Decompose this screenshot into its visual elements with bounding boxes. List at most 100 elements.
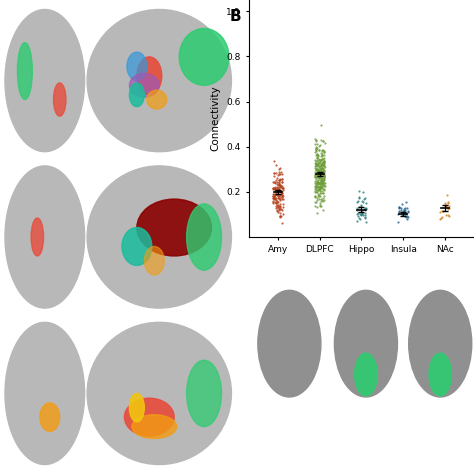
- Point: [312, 179, 320, 186]
- Point: [270, 157, 278, 165]
- Point: [269, 194, 277, 201]
- Point: [275, 206, 283, 213]
- Point: [277, 190, 284, 197]
- Point: [320, 169, 328, 176]
- Point: [317, 141, 324, 149]
- Point: [314, 180, 322, 187]
- Point: [274, 208, 282, 216]
- Point: [312, 157, 319, 165]
- Point: [361, 214, 368, 221]
- Point: [315, 181, 322, 188]
- Point: [279, 210, 286, 218]
- Point: [321, 182, 328, 190]
- Point: [445, 212, 452, 220]
- Point: [398, 200, 405, 208]
- Point: [319, 169, 327, 176]
- Point: [362, 199, 370, 207]
- Point: [313, 144, 321, 152]
- Point: [319, 166, 327, 174]
- Point: [401, 212, 409, 220]
- Point: [316, 173, 324, 181]
- Point: [321, 179, 328, 187]
- Point: [318, 158, 326, 166]
- Point: [277, 193, 285, 201]
- Point: [275, 168, 283, 176]
- Point: [312, 169, 320, 177]
- Point: [271, 199, 279, 206]
- Ellipse shape: [122, 228, 152, 265]
- Point: [316, 182, 324, 190]
- Point: [311, 202, 319, 210]
- Point: [278, 219, 285, 227]
- Point: [316, 187, 323, 194]
- Point: [317, 166, 324, 174]
- Point: [315, 186, 323, 193]
- Ellipse shape: [40, 403, 60, 431]
- Point: [313, 186, 321, 194]
- Point: [359, 198, 367, 206]
- Point: [356, 215, 364, 223]
- Point: [274, 185, 282, 193]
- Point: [311, 148, 319, 156]
- Point: [316, 179, 323, 187]
- Point: [318, 189, 325, 197]
- Point: [312, 160, 320, 168]
- Point: [275, 183, 283, 191]
- Point: [319, 147, 326, 155]
- Point: [318, 155, 326, 163]
- Point: [316, 156, 324, 164]
- Point: [278, 196, 286, 203]
- Point: [319, 197, 327, 205]
- Point: [316, 184, 324, 192]
- Point: [443, 201, 450, 209]
- Point: [272, 196, 280, 204]
- Point: [401, 204, 409, 211]
- Point: [402, 210, 410, 218]
- Point: [401, 207, 408, 215]
- Point: [362, 204, 370, 212]
- Point: [401, 206, 409, 214]
- Point: [271, 178, 278, 186]
- Point: [277, 206, 284, 213]
- Point: [320, 157, 328, 165]
- Ellipse shape: [355, 353, 377, 396]
- Point: [316, 159, 323, 167]
- Point: [317, 172, 325, 179]
- Point: [315, 155, 323, 163]
- Point: [270, 192, 277, 200]
- Point: [269, 194, 277, 201]
- Point: [355, 195, 363, 202]
- Point: [313, 173, 321, 181]
- Point: [395, 207, 403, 215]
- Point: [312, 185, 320, 192]
- Point: [314, 178, 321, 186]
- Point: [276, 176, 284, 183]
- Point: [278, 178, 285, 185]
- Ellipse shape: [87, 9, 231, 152]
- Point: [319, 171, 327, 179]
- Point: [319, 182, 327, 189]
- Point: [311, 188, 319, 195]
- Point: [320, 192, 328, 200]
- Point: [270, 194, 278, 201]
- Ellipse shape: [187, 204, 221, 270]
- Point: [319, 160, 327, 167]
- Point: [319, 146, 327, 154]
- Point: [360, 205, 367, 212]
- Point: [319, 164, 326, 172]
- Point: [278, 206, 286, 214]
- Point: [275, 194, 283, 201]
- Point: [320, 196, 328, 203]
- Text: B: B: [230, 9, 241, 25]
- Point: [278, 170, 286, 177]
- Point: [272, 202, 280, 210]
- Point: [320, 176, 328, 184]
- Point: [312, 146, 319, 153]
- Point: [313, 172, 321, 180]
- Point: [319, 155, 326, 163]
- Point: [311, 182, 319, 190]
- Point: [363, 205, 370, 213]
- Point: [276, 203, 284, 211]
- Point: [270, 194, 278, 202]
- Point: [316, 200, 324, 207]
